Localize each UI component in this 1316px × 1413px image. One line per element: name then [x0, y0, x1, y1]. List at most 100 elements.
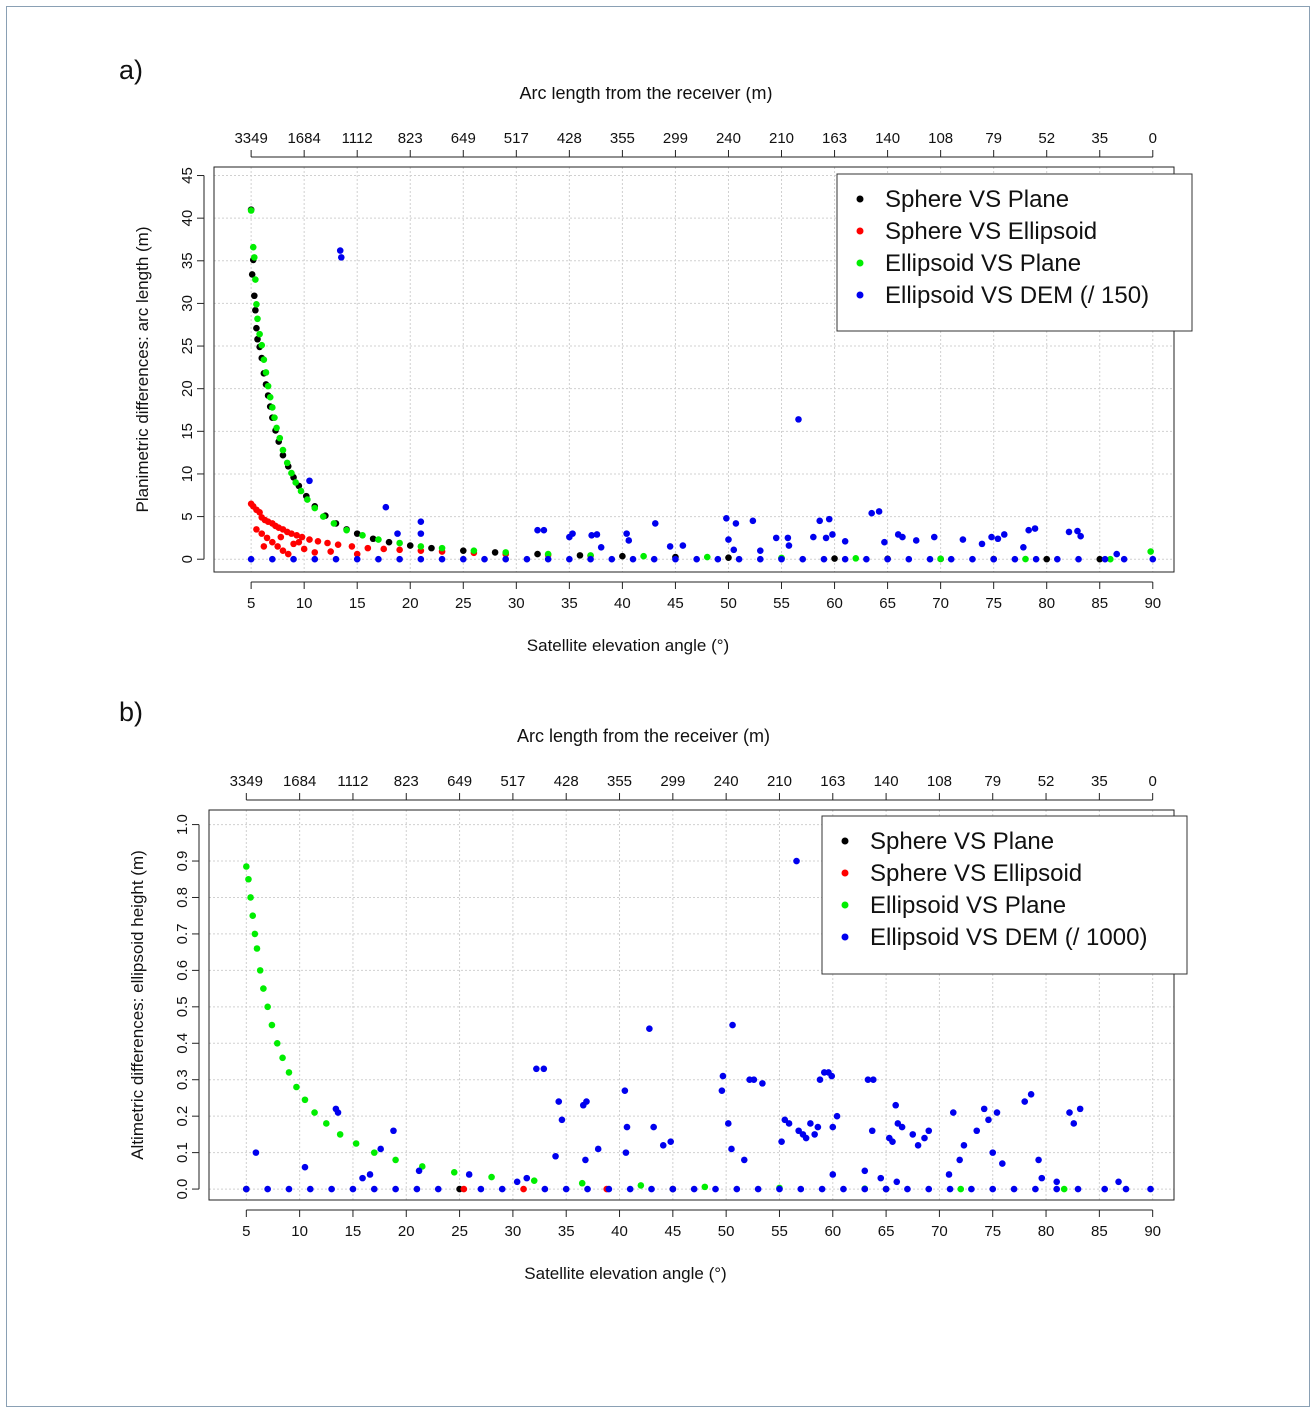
data-point: [288, 469, 295, 477]
data-point: [477, 1185, 485, 1193]
data-point: [304, 496, 311, 503]
data-point: [588, 532, 595, 539]
data-point: [311, 555, 319, 563]
data-point: [256, 967, 264, 974]
series-4: [243, 857, 1154, 1193]
y-tick-label: 5: [179, 512, 196, 520]
data-point: [1074, 527, 1081, 535]
data-point: [622, 1149, 630, 1156]
data-point: [301, 1163, 309, 1171]
data-point: [776, 1185, 783, 1193]
x-tick-label: 15: [345, 1223, 362, 1240]
data-point: [562, 1185, 570, 1193]
legend-label: Sphere VS Plane: [885, 186, 1069, 213]
x-tick-label: 90: [1144, 1223, 1161, 1240]
data-point: [328, 1185, 335, 1193]
y-tick-label: 0: [179, 555, 196, 563]
data-point: [253, 945, 261, 952]
data-point: [795, 416, 802, 423]
top-tick-label: 210: [769, 130, 794, 147]
legend-item: Sphere VS Ellipsoid: [856, 218, 1097, 245]
data-point: [264, 382, 272, 390]
x-tick-label: 30: [505, 1223, 522, 1240]
data-point: [861, 1185, 869, 1193]
data-point: [881, 538, 888, 546]
data-point: [629, 555, 637, 563]
data-point: [434, 1185, 442, 1193]
data-point: [353, 550, 361, 558]
data-point: [295, 538, 303, 546]
data-point: [298, 533, 306, 541]
data-point: [724, 1120, 732, 1127]
top-tick-label: 1684: [283, 773, 316, 790]
data-point: [730, 546, 738, 554]
data-point: [778, 555, 785, 563]
data-point: [359, 532, 366, 539]
top-tick-label: 649: [451, 130, 476, 147]
data-point: [380, 545, 388, 553]
data-point: [540, 526, 548, 534]
data-point: [625, 537, 633, 544]
data-point: [352, 1140, 360, 1147]
top-tick-label: 3349: [234, 130, 267, 147]
data-point: [465, 1171, 473, 1178]
top-tick-label: 79: [984, 773, 1001, 790]
data-point: [249, 243, 257, 251]
data-point: [279, 1054, 286, 1062]
data-point: [332, 555, 340, 563]
data-point: [1120, 555, 1128, 563]
data-point: [978, 540, 986, 548]
data-point: [785, 542, 793, 549]
top-tick-label: 140: [874, 773, 899, 790]
data-point: [868, 509, 875, 517]
data-point: [327, 548, 334, 555]
series-4: [247, 247, 1157, 563]
top-tick-label: 299: [663, 130, 688, 147]
x-tick-label: 55: [771, 1223, 788, 1240]
data-point: [989, 1185, 997, 1193]
data-point: [822, 534, 830, 542]
data-point: [904, 1185, 911, 1193]
data-point: [909, 1131, 917, 1138]
data-point: [390, 1127, 397, 1135]
legend-label: Sphere VS Plane: [870, 828, 1054, 855]
x-tick-label: 30: [508, 595, 525, 612]
data-point: [555, 1098, 563, 1105]
data-point: [251, 930, 259, 938]
top-tick-label: 355: [610, 130, 635, 147]
data-point: [925, 1127, 933, 1135]
y-tick-label: 40: [179, 210, 196, 227]
data-point: [802, 1134, 810, 1142]
panel-label-a: a): [119, 55, 144, 85]
data-point: [306, 477, 313, 485]
data-point: [949, 1109, 957, 1116]
data-point: [957, 1185, 965, 1193]
data-point: [413, 1185, 421, 1193]
x-axis: 5 10 15 20 25 30 35 40 45 50 55 60 65 70 75 80 85 90: [247, 581, 1161, 612]
data-point: [759, 1080, 766, 1087]
x-tick-label: 25: [451, 1223, 468, 1240]
x-tick-label: 55: [773, 595, 790, 612]
top-tick-label: 163: [822, 130, 847, 147]
data-point: [254, 315, 261, 323]
data-point: [251, 292, 258, 300]
data-point: [252, 276, 259, 283]
data-point: [306, 1185, 314, 1193]
data-point: [785, 1120, 793, 1127]
data-point: [284, 550, 292, 558]
x-tick-label: 40: [614, 595, 631, 612]
data-point: [1101, 1185, 1108, 1193]
data-point: [898, 1123, 906, 1131]
data-point: [396, 546, 403, 554]
data-point: [324, 539, 331, 547]
x-tick-label: 70: [932, 595, 949, 612]
data-point: [375, 555, 382, 563]
data-point: [366, 1171, 374, 1178]
data-point: [619, 552, 626, 560]
data-point: [258, 341, 266, 349]
data-point: [1053, 1178, 1061, 1186]
x-tick-label: 20: [398, 1223, 415, 1240]
top-tick-label: 35: [1091, 130, 1108, 147]
data-point: [1065, 528, 1073, 536]
data-point: [980, 1105, 988, 1113]
